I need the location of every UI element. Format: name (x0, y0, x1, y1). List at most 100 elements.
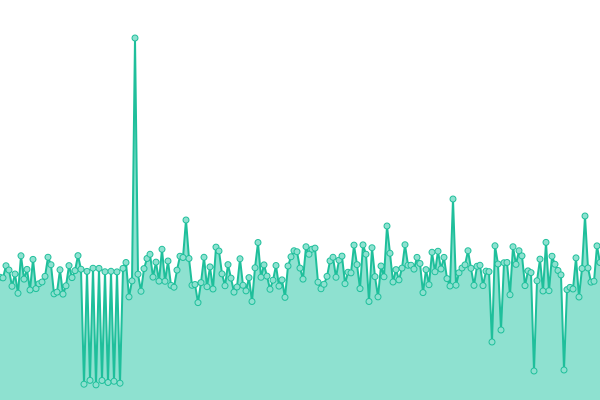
data-point (305, 250, 313, 258)
data-point (434, 247, 442, 255)
data-point (398, 264, 406, 272)
data-point (260, 261, 268, 269)
data-point (239, 281, 247, 289)
data-point (476, 261, 484, 269)
data-point (38, 278, 46, 286)
area-fill (0, 38, 600, 400)
data-point (209, 285, 217, 293)
data-point (506, 291, 514, 299)
data-point (443, 275, 451, 283)
data-point (386, 249, 394, 257)
data-point (0, 274, 7, 282)
data-point (590, 277, 598, 285)
data-point (215, 247, 223, 255)
data-point (119, 264, 127, 272)
data-point (545, 287, 553, 295)
data-point (380, 273, 388, 281)
data-point (17, 252, 25, 260)
data-point (371, 273, 379, 281)
data-point (128, 277, 136, 285)
data-point (452, 281, 460, 289)
data-point (65, 262, 73, 270)
data-point (365, 298, 373, 305)
data-point (299, 275, 307, 283)
data-point (56, 266, 64, 274)
data-point (515, 247, 523, 255)
data-point (479, 282, 487, 290)
data-point (101, 268, 109, 276)
data-point (470, 281, 478, 289)
data-point (242, 287, 250, 295)
data-point (8, 282, 16, 290)
data-point (320, 280, 328, 288)
data-point (329, 253, 337, 261)
data-point (536, 255, 544, 263)
data-point (257, 273, 265, 281)
data-point (533, 277, 541, 285)
data-point (179, 254, 187, 261)
data-point (560, 366, 568, 374)
data-point (32, 285, 40, 293)
data-point (269, 276, 277, 284)
data-point (374, 293, 382, 301)
data-point (338, 252, 346, 260)
data-point (191, 281, 199, 288)
data-point (59, 290, 67, 298)
data-point (356, 285, 364, 293)
data-point (152, 258, 160, 266)
data-point (419, 289, 427, 297)
data-point (383, 222, 391, 230)
data-point (359, 241, 367, 249)
data-point (194, 299, 202, 307)
data-point (41, 272, 49, 280)
data-point (71, 267, 79, 275)
data-point (368, 244, 376, 252)
data-point (350, 241, 358, 249)
data-point (494, 260, 502, 268)
data-point (170, 283, 178, 291)
data-point (113, 268, 121, 276)
data-point (161, 277, 169, 285)
data-point (491, 242, 499, 250)
data-point (467, 264, 475, 272)
data-point (332, 273, 340, 281)
data-point (278, 276, 286, 284)
data-point (413, 253, 421, 261)
data-point (110, 377, 118, 385)
data-point (200, 253, 208, 261)
data-point (521, 282, 529, 290)
data-point (155, 277, 163, 285)
data-point (11, 270, 19, 278)
marker-group (0, 34, 600, 389)
data-point (596, 259, 600, 266)
data-point (311, 244, 319, 252)
data-point (140, 265, 148, 273)
data-point (314, 278, 322, 286)
data-point (275, 282, 283, 290)
data-point (203, 283, 211, 291)
data-point (593, 242, 600, 250)
data-point (272, 262, 280, 269)
data-point (485, 268, 493, 276)
data-point (23, 265, 31, 273)
data-point (173, 266, 181, 274)
data-point (584, 264, 592, 272)
data-point (131, 34, 139, 42)
data-point (53, 288, 61, 296)
data-point (425, 281, 433, 289)
data-point (422, 266, 430, 274)
data-point (488, 338, 496, 346)
data-point (548, 252, 556, 260)
data-point (227, 274, 235, 282)
data-point (182, 216, 190, 224)
data-point (527, 269, 535, 277)
data-point (230, 288, 238, 296)
data-point (509, 243, 517, 251)
data-point (14, 289, 22, 297)
data-point (503, 259, 511, 266)
data-point (98, 377, 106, 384)
data-point (551, 260, 559, 268)
data-point (116, 379, 124, 387)
